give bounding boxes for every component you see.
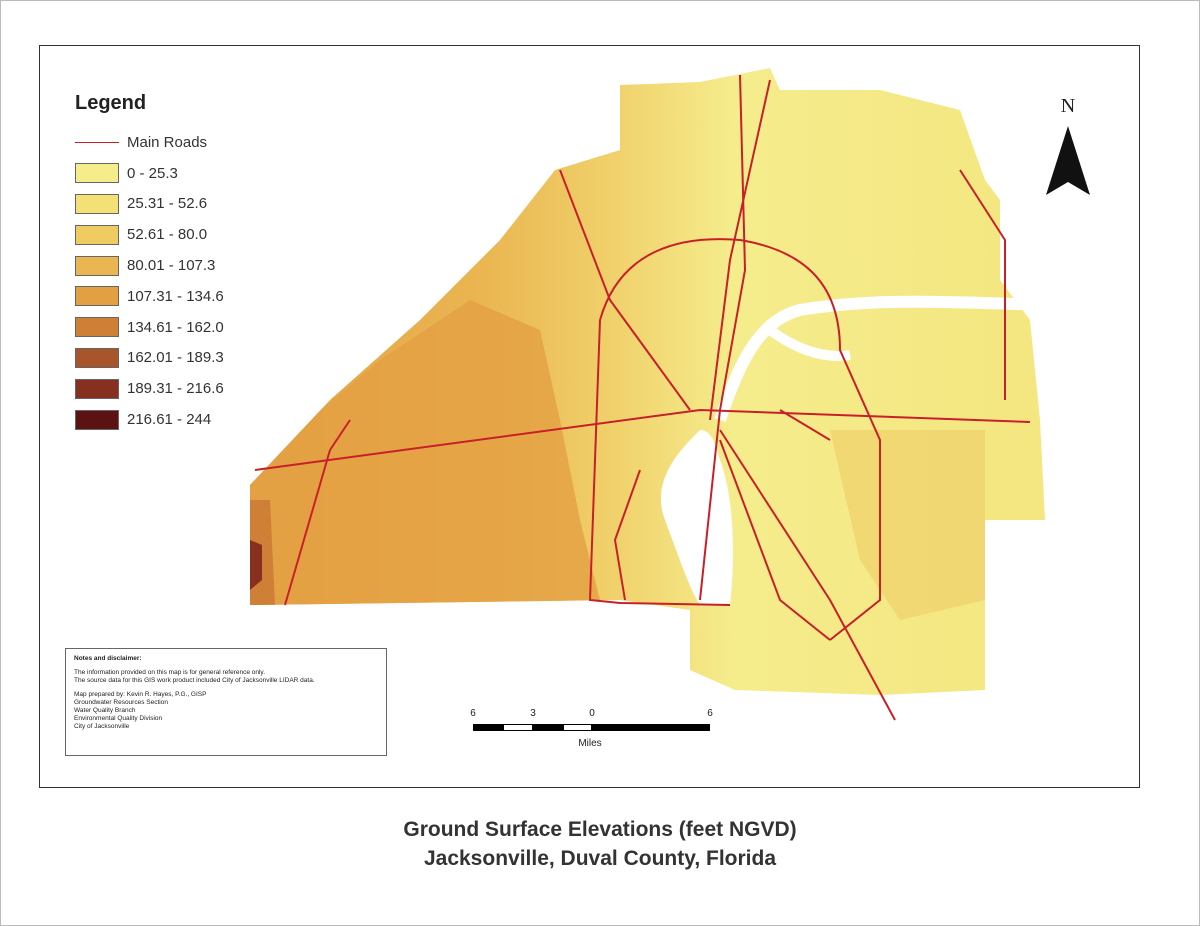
legend-label: 189.31 - 216.6 (127, 380, 224, 398)
legend-item-elevation-class: 52.61 - 80.0 (75, 219, 224, 250)
legend-swatch (75, 193, 119, 214)
road (959, 169, 1006, 400)
legend-item-elevation-class: 216.61 - 244 (75, 404, 224, 435)
notes-line: The source data for this GIS work produc… (74, 677, 315, 684)
legend-swatch (75, 378, 119, 399)
legend-label: 52.61 - 80.0 (127, 226, 208, 244)
road (329, 419, 351, 451)
scale-label: 6 (470, 708, 476, 719)
legend-swatch (75, 224, 119, 245)
prepared-line: Water Quality Branch (74, 707, 136, 714)
legend-item-elevation-class: 134.61 - 162.0 (75, 312, 224, 343)
scale-segment (503, 724, 533, 731)
road (599, 238, 881, 641)
notes-heading: Notes and disclaimer: (74, 655, 142, 662)
road (709, 79, 771, 421)
road (284, 449, 331, 606)
prepared-line: Environmental Quality Division (74, 715, 163, 722)
map-caption: Ground Surface Elevations (feet NGVD) Ja… (0, 815, 1200, 873)
legend-label: 0 - 25.3 (127, 164, 178, 182)
scale-label: 6 (707, 708, 713, 719)
north-arrow-icon (1046, 126, 1090, 195)
legend-item-elevation-class: 80.01 - 107.3 (75, 250, 224, 281)
legend-label: Main Roads (127, 133, 208, 151)
road (719, 439, 831, 641)
legend-swatch (75, 163, 119, 184)
river-east-branch (714, 295, 1041, 422)
caption-line-1: Ground Surface Elevations (feet NGVD) (403, 818, 797, 841)
mid-ground-south (830, 430, 985, 620)
highest-ground (250, 540, 262, 590)
legend-swatch (75, 347, 119, 368)
legend-swatch (75, 286, 119, 307)
road-line-symbol (75, 141, 119, 143)
main-roads (254, 74, 1031, 721)
prepared-line: Map prepared by: Kevin R. Hayes, P.G., G… (74, 691, 207, 698)
notes-line: The information provided on this map is … (74, 669, 266, 676)
legend: Legend Main Roads 0 - 25.3 25.31 - 52.6 52… (75, 92, 224, 435)
legend-label: 216.61 - 244 (127, 411, 212, 429)
legend-label: 134.61 - 162.0 (127, 318, 224, 336)
legend-swatch (75, 409, 119, 430)
legend-label: 107.31 - 134.6 (127, 287, 224, 305)
legend-swatch (75, 317, 119, 338)
road (779, 409, 831, 441)
prepared-line: Groundwater Resources Section (74, 699, 168, 706)
scale-label: 0 (589, 708, 595, 719)
prepared-line: City of Jacksonville (74, 723, 130, 730)
north-arrow: N (1043, 95, 1093, 203)
road (254, 408, 1031, 471)
legend-label: 162.01 - 189.3 (127, 349, 224, 367)
legend-item-elevation-class: 25.31 - 52.6 (75, 189, 224, 220)
legend-item-main-roads: Main Roads (75, 127, 224, 158)
scale-bar: 6 3 0 6 Miles (470, 708, 715, 753)
legend-label: 80.01 - 107.3 (127, 257, 216, 275)
high-ground-west (250, 300, 600, 610)
road (699, 74, 747, 601)
scale-label: 3 (530, 708, 536, 719)
scale-units: Miles (578, 738, 602, 749)
legend-swatch (75, 255, 119, 276)
legend-title: Legend (75, 92, 147, 114)
legend-item-elevation-class: 162.01 - 189.3 (75, 343, 224, 374)
road (613, 469, 641, 601)
river-channel (767, 325, 851, 361)
legend-label: 25.31 - 52.6 (127, 195, 208, 213)
st-johns-river (660, 430, 733, 605)
caption-line-2: Jacksonville, Duval County, Florida (423, 847, 777, 870)
legend-item-elevation-class: 0 - 25.3 (75, 158, 224, 189)
road (559, 169, 691, 411)
north-label: N (1060, 95, 1076, 117)
scale-segment (533, 724, 563, 731)
notes-disclaimer-box: Notes and disclaimer: The information pr… (65, 648, 387, 756)
road (719, 429, 896, 721)
scale-segment (563, 724, 592, 731)
road (588, 319, 731, 606)
legend-item-elevation-class: 107.31 - 134.6 (75, 281, 224, 312)
scale-segment (592, 724, 710, 731)
scale-segment (473, 724, 503, 731)
legend-item-elevation-class: 189.31 - 216.6 (75, 373, 224, 404)
